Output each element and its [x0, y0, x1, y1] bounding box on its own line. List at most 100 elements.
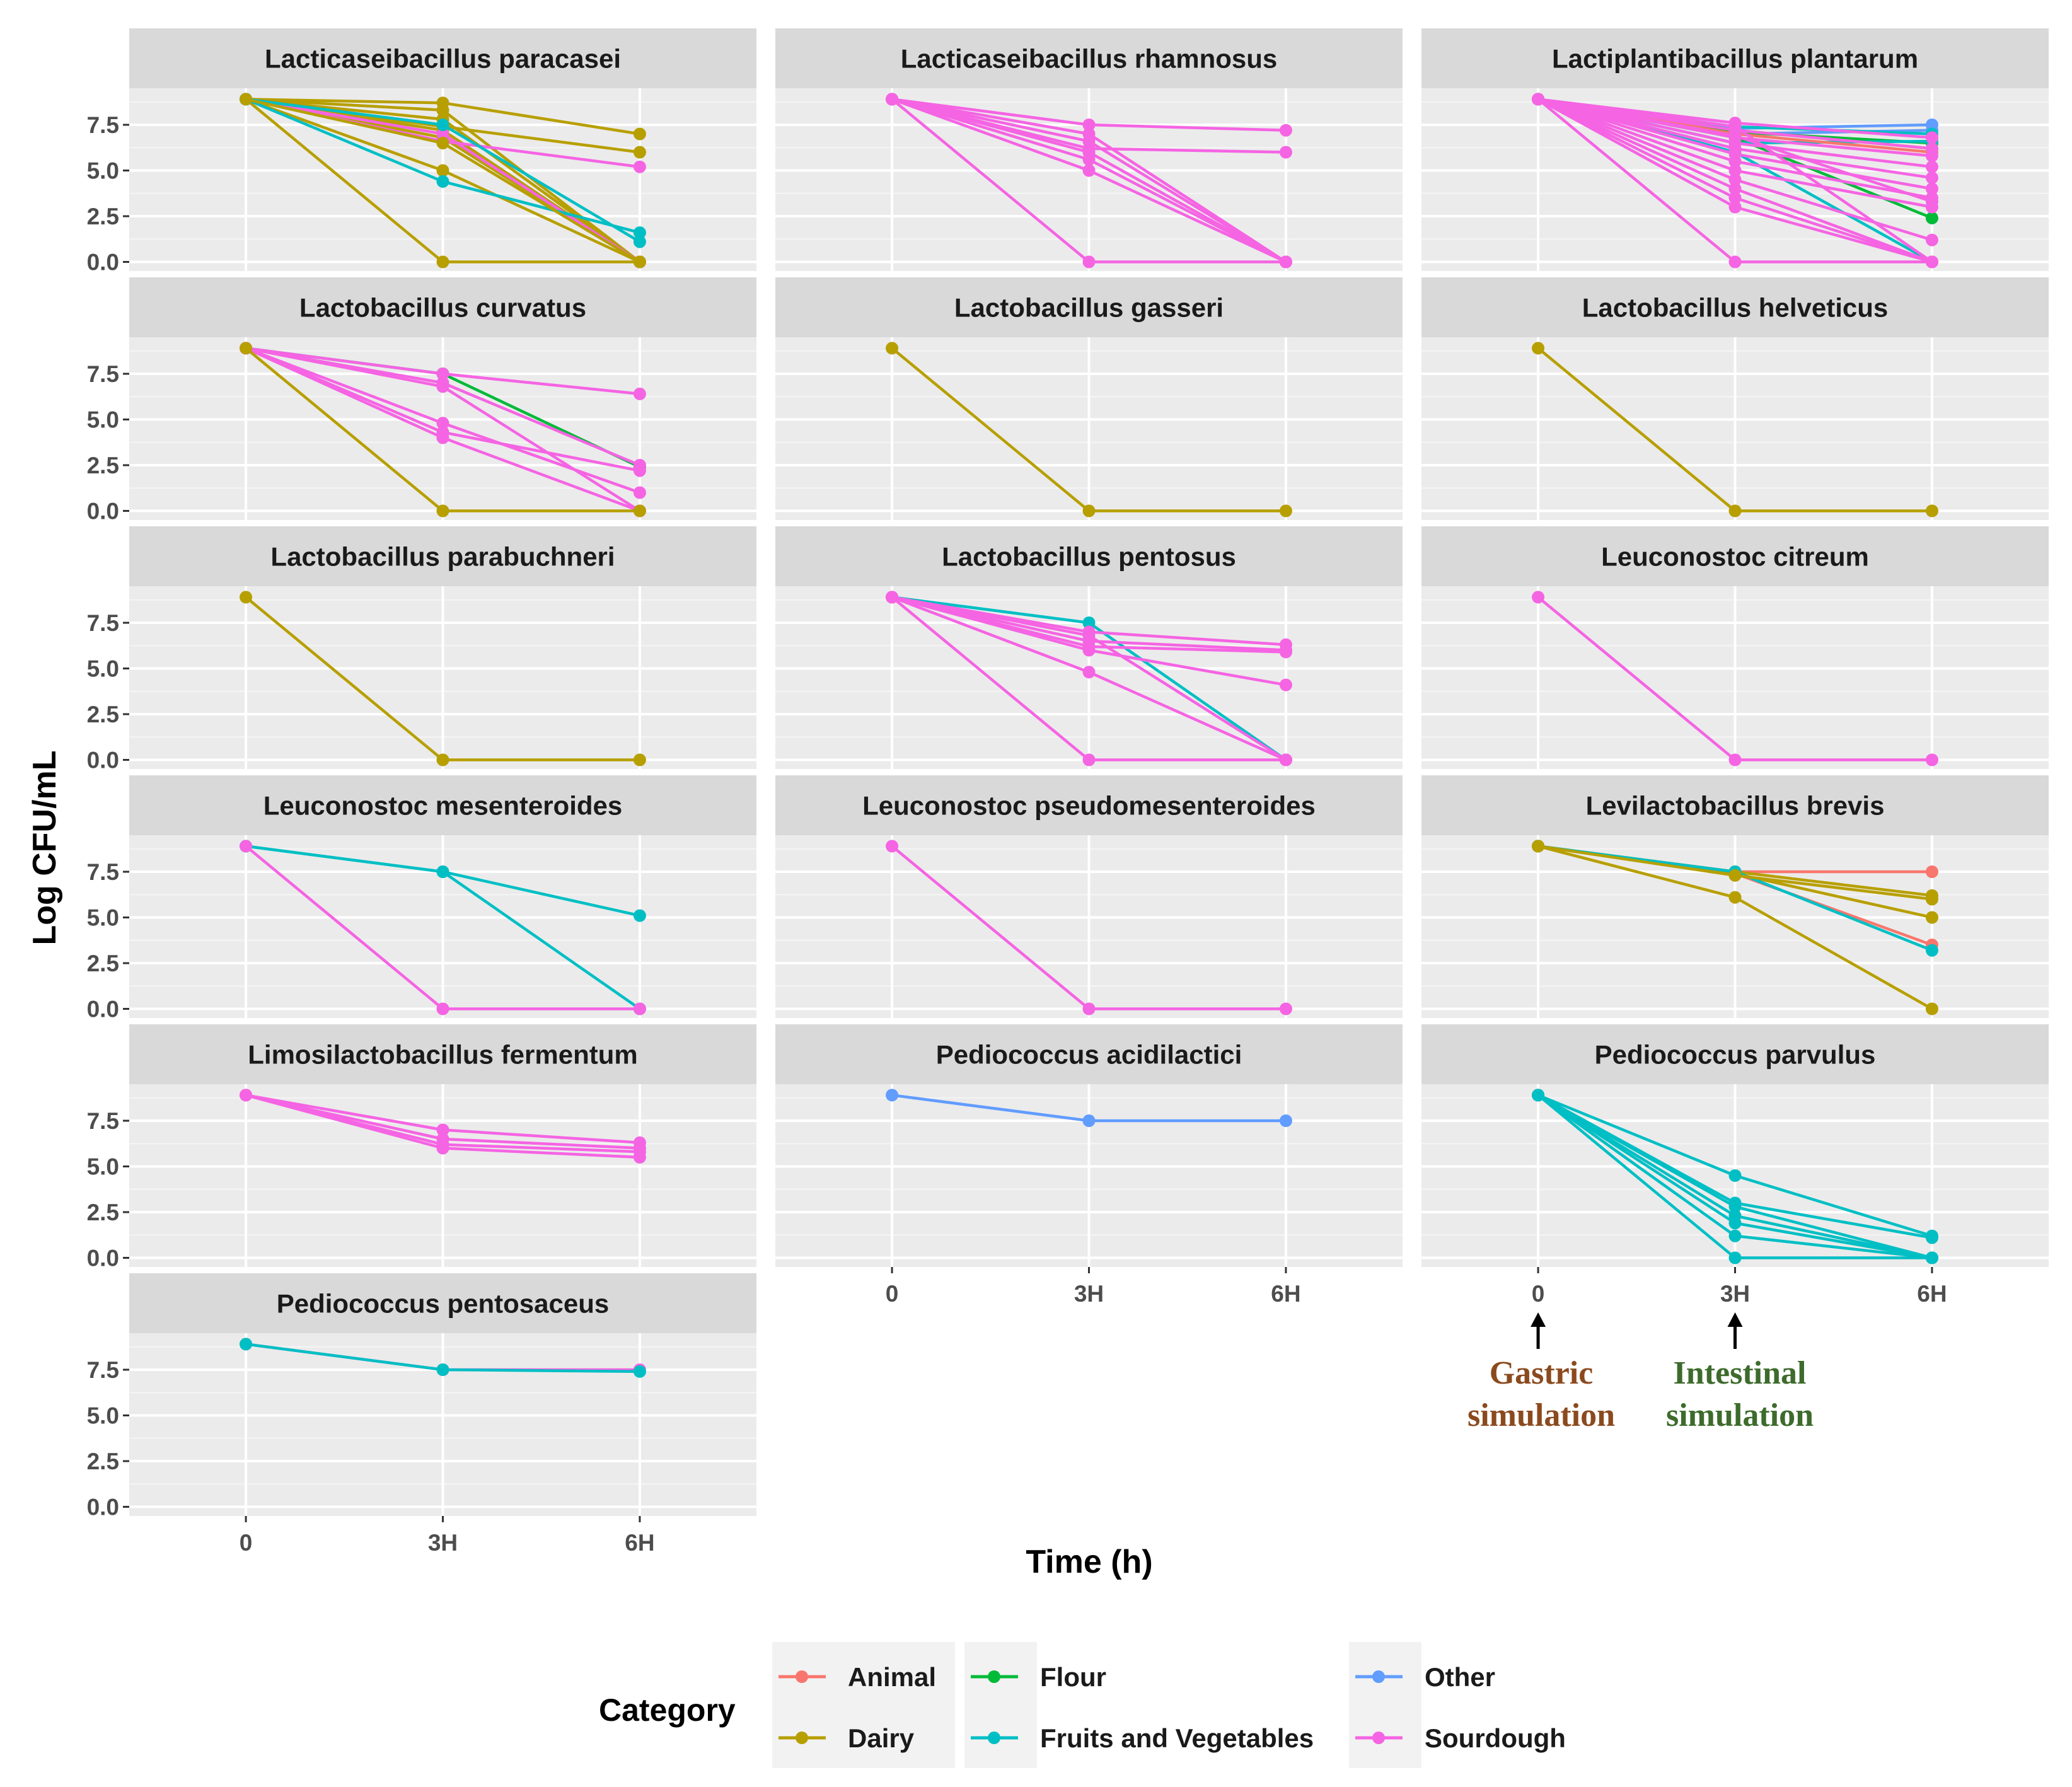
panels-layer: Lacticaseibacillus paracasei0.02.55.07.5… — [87, 28, 2049, 1556]
y-tick-label: 7.5 — [87, 112, 119, 138]
data-point — [437, 380, 449, 393]
x-tick-label: 6H — [1271, 1281, 1300, 1307]
data-point — [437, 137, 449, 149]
panel-title: Lactobacillus gasseri — [954, 293, 1224, 323]
data-point — [437, 1363, 449, 1376]
y-tick-label: 5.0 — [87, 407, 119, 433]
y-tick-label: 2.5 — [87, 1449, 119, 1474]
data-point — [437, 256, 449, 269]
x-tick-label: 3H — [428, 1530, 458, 1556]
data-point — [634, 1365, 646, 1378]
x-tick-label: 6H — [625, 1530, 654, 1556]
data-point — [1532, 93, 1544, 105]
legend-label: Fruits and Vegetables — [1040, 1723, 1314, 1753]
y-tick-label: 2.5 — [87, 702, 119, 727]
y-tick-label: 5.0 — [87, 905, 119, 931]
data-point — [437, 1003, 449, 1015]
panel-title: Pediococcus acidilactici — [936, 1040, 1242, 1070]
data-point — [1926, 234, 1938, 246]
data-point — [634, 754, 646, 766]
data-point — [634, 388, 646, 400]
data-point — [1926, 161, 1938, 173]
data-point — [437, 1142, 449, 1155]
legend-key-point — [796, 1732, 808, 1744]
panel-title: Lacticaseibacillus paracasei — [265, 44, 621, 74]
legend-key-point — [1372, 1732, 1385, 1744]
panel: Lacticaseibacillus rhamnosus — [775, 28, 1403, 271]
data-point — [1926, 505, 1938, 518]
data-point — [634, 505, 646, 518]
x-axis-title: Time (h) — [1026, 1544, 1152, 1580]
y-tick-label: 0.0 — [87, 1495, 119, 1520]
panel-title: Limosilactobacillus fermentum — [248, 1040, 637, 1070]
panel-title: Pediococcus parvulus — [1595, 1040, 1876, 1070]
y-tick-label: 2.5 — [87, 951, 119, 976]
stage-annotations: GastricsimulationIntestinalsimulation — [1467, 1312, 1814, 1433]
legend-key-bg — [1349, 1642, 1421, 1768]
data-point — [1280, 1003, 1292, 1015]
panel: Lactobacillus curvatus 0.0 2.5 5.0 7.5 — [87, 277, 756, 524]
data-point — [1926, 195, 1938, 208]
data-point — [1926, 171, 1938, 184]
arrow-head — [1531, 1312, 1546, 1327]
data-point — [886, 591, 898, 603]
panel: Pediococcus parvulus 0 3H 6H — [1421, 1024, 2049, 1307]
y-tick-label: 5.0 — [87, 656, 119, 682]
data-point — [437, 432, 449, 444]
legend: Category AnimalDairyFlourFruits and Vege… — [599, 1642, 1566, 1768]
data-point — [1926, 212, 1938, 224]
data-point — [1280, 146, 1292, 159]
data-point — [1083, 754, 1096, 766]
x-tick-label: 0 — [240, 1530, 253, 1556]
data-point — [1926, 1232, 1938, 1244]
legend-key-point — [796, 1670, 808, 1683]
y-tick-label: 5.0 — [87, 1403, 119, 1429]
panel: Lactobacillus parabuchneri0.02.55.07.5 — [87, 526, 756, 773]
data-point — [634, 1151, 646, 1164]
data-point — [240, 1338, 252, 1350]
data-point — [634, 236, 646, 248]
data-point — [1729, 201, 1742, 214]
x-tick-label: 0 — [886, 1281, 899, 1307]
y-tick-label: 2.5 — [87, 453, 119, 478]
data-point — [1532, 840, 1544, 852]
x-tick-label: 6H — [1917, 1281, 1947, 1307]
data-point — [1083, 165, 1096, 177]
panel: Lacticaseibacillus paracasei 0.0 2.5 5.0 7.5 — [87, 28, 756, 275]
panel: Lactobacillus gasseri — [775, 277, 1403, 520]
data-point — [634, 128, 646, 141]
y-tick-label: 2.5 — [87, 204, 119, 229]
legend-label: Sourdough — [1425, 1723, 1566, 1753]
y-tick-label: 7.5 — [87, 610, 119, 636]
data-point — [437, 119, 449, 131]
data-point — [1532, 342, 1544, 354]
x-tick-label: 3H — [1720, 1281, 1750, 1307]
legend-label: Dairy — [848, 1723, 915, 1753]
panel: Levilactobacillus brevis — [1421, 775, 2049, 1018]
panel: Lactobacillus helveticus — [1421, 277, 2049, 520]
data-point — [634, 146, 646, 159]
y-tick-label: 2.5 — [87, 1200, 119, 1225]
data-point — [1926, 893, 1938, 906]
panel-title: Lactobacillus helveticus — [1582, 293, 1889, 323]
y-tick-label: 0.0 — [87, 748, 119, 773]
y-tick-label: 0.0 — [87, 1246, 119, 1271]
panel-title: Leuconostoc citreum — [1601, 542, 1869, 572]
panel: Pediococcus pentosaceus0.02.55.07.50 3H 6H — [87, 1273, 756, 1556]
legend-key-point — [988, 1670, 1000, 1683]
panel: Lactobacillus pentosus — [775, 526, 1403, 769]
data-point — [1729, 891, 1742, 904]
legend-label: Other — [1425, 1662, 1495, 1692]
x-tick-label: 3H — [1074, 1281, 1104, 1307]
data-point — [1083, 135, 1096, 147]
panel: Leuconostoc mesenteroides 0.0 2.5 5.0 7.5 — [87, 775, 756, 1022]
data-point — [1280, 505, 1292, 518]
data-point — [240, 342, 252, 354]
data-point — [240, 591, 252, 603]
data-point — [634, 487, 646, 499]
panel-title: Lacticaseibacillus rhamnosus — [901, 44, 1278, 74]
panel-title: Lactobacillus pentosus — [942, 542, 1236, 572]
legend-label: Flour — [1040, 1662, 1106, 1692]
data-point — [437, 505, 449, 518]
arrow-head — [1728, 1312, 1743, 1327]
